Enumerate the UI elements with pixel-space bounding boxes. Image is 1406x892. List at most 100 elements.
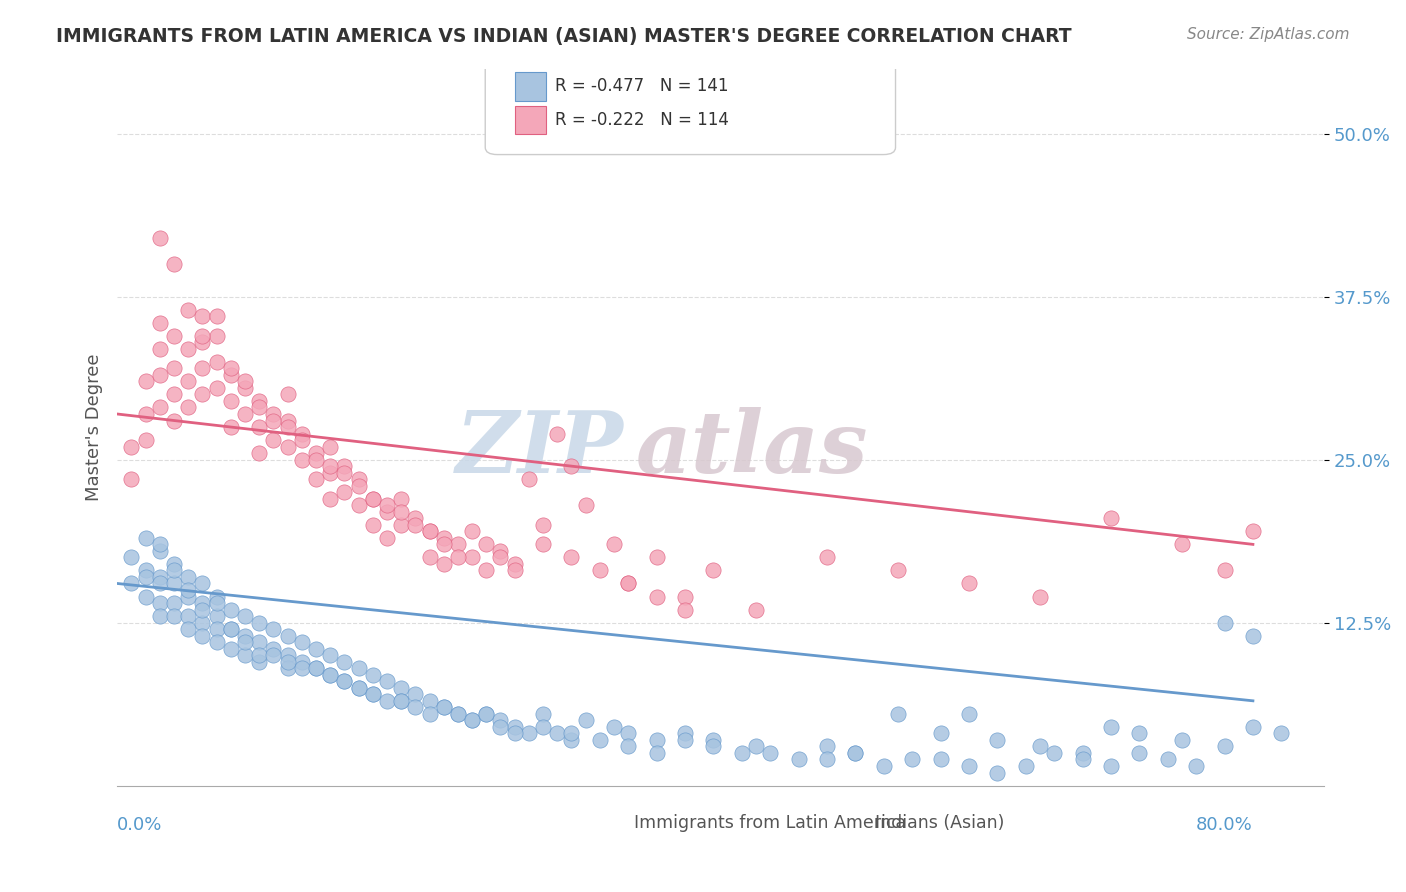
Point xyxy=(219,622,242,636)
Point xyxy=(247,446,270,460)
Point xyxy=(163,596,186,610)
Point xyxy=(163,328,186,343)
Point xyxy=(120,472,142,486)
Point xyxy=(333,674,356,689)
Point xyxy=(489,550,512,565)
Point xyxy=(361,491,384,506)
Point xyxy=(305,472,328,486)
Point xyxy=(191,596,214,610)
Point xyxy=(347,479,370,493)
Point xyxy=(389,681,412,695)
Point xyxy=(389,694,412,708)
Point xyxy=(233,375,256,389)
Point xyxy=(1241,524,1264,539)
Point xyxy=(177,570,200,584)
Point xyxy=(929,752,952,766)
Point xyxy=(489,720,512,734)
Point xyxy=(375,531,398,545)
Point xyxy=(1213,615,1236,630)
Point xyxy=(1270,726,1292,740)
Point xyxy=(418,524,440,539)
Point xyxy=(503,726,526,740)
Text: Indians (Asian): Indians (Asian) xyxy=(875,814,1004,832)
Point xyxy=(135,407,157,421)
Point xyxy=(560,550,582,565)
Point xyxy=(262,407,284,421)
Point xyxy=(1029,590,1052,604)
Point xyxy=(389,505,412,519)
Point xyxy=(163,413,186,427)
Point xyxy=(135,590,157,604)
Point xyxy=(219,361,242,376)
Point xyxy=(347,681,370,695)
Point xyxy=(333,466,356,480)
Point xyxy=(205,328,228,343)
Text: R = -0.477   N = 141: R = -0.477 N = 141 xyxy=(555,78,728,95)
Point xyxy=(546,426,568,441)
Point xyxy=(575,714,598,728)
Point xyxy=(333,485,356,500)
Point xyxy=(247,635,270,649)
Point xyxy=(191,387,214,401)
Point xyxy=(277,655,299,669)
Point xyxy=(291,452,314,467)
Point xyxy=(305,446,328,460)
Text: 0.0%: 0.0% xyxy=(117,815,163,834)
Point xyxy=(957,759,980,773)
Point xyxy=(219,394,242,409)
Point xyxy=(247,655,270,669)
Point xyxy=(759,746,782,760)
Point xyxy=(702,739,724,754)
Text: ZIP: ZIP xyxy=(456,407,624,491)
Point xyxy=(1099,511,1122,525)
Point xyxy=(389,491,412,506)
Text: 80.0%: 80.0% xyxy=(1197,815,1253,834)
Point xyxy=(347,472,370,486)
Point xyxy=(589,564,612,578)
Point xyxy=(531,517,554,532)
Point xyxy=(233,648,256,663)
Point xyxy=(291,661,314,675)
Point xyxy=(205,590,228,604)
Point xyxy=(418,550,440,565)
FancyBboxPatch shape xyxy=(485,54,896,154)
Text: Source: ZipAtlas.com: Source: ZipAtlas.com xyxy=(1187,27,1350,42)
Point xyxy=(531,706,554,721)
Point xyxy=(1171,733,1194,747)
Bar xyxy=(841,811,868,836)
Point xyxy=(333,459,356,474)
Point xyxy=(205,622,228,636)
Point xyxy=(375,694,398,708)
Point xyxy=(262,433,284,447)
Point xyxy=(163,576,186,591)
Point xyxy=(1185,759,1208,773)
Point xyxy=(389,517,412,532)
Point xyxy=(1099,720,1122,734)
Point xyxy=(149,596,172,610)
Point xyxy=(177,609,200,624)
Point xyxy=(277,661,299,675)
Point xyxy=(702,733,724,747)
Point xyxy=(219,420,242,434)
Point xyxy=(247,615,270,630)
Point xyxy=(815,739,838,754)
Text: Immigrants from Latin America: Immigrants from Latin America xyxy=(634,814,905,832)
Point xyxy=(277,420,299,434)
Point xyxy=(163,609,186,624)
Point xyxy=(475,706,498,721)
Point xyxy=(433,531,456,545)
Point xyxy=(645,550,668,565)
Point xyxy=(375,674,398,689)
Point xyxy=(404,511,426,525)
Point xyxy=(404,517,426,532)
Point xyxy=(503,720,526,734)
Point xyxy=(120,576,142,591)
Point xyxy=(1241,629,1264,643)
Point xyxy=(135,433,157,447)
Point xyxy=(177,401,200,415)
Point xyxy=(418,524,440,539)
Point xyxy=(375,505,398,519)
Point xyxy=(149,576,172,591)
Point xyxy=(447,706,470,721)
Point xyxy=(887,564,910,578)
